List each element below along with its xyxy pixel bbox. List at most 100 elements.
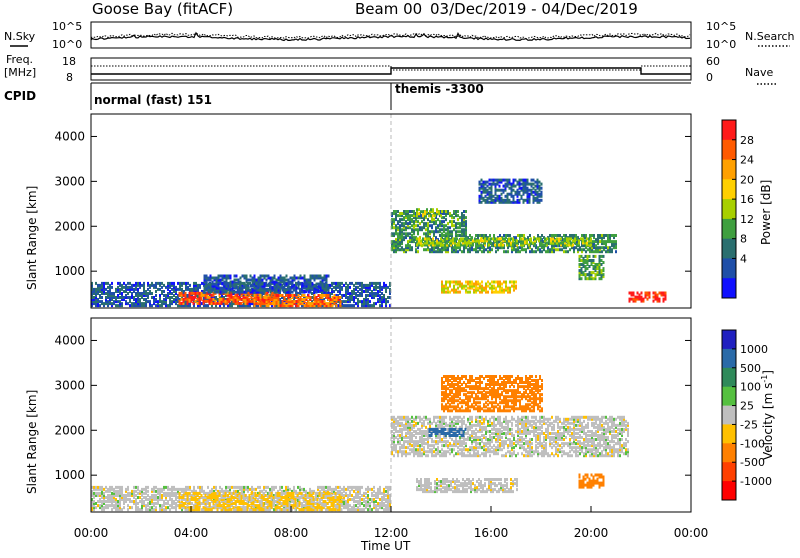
velocity-cell bbox=[169, 508, 171, 511]
power-cell bbox=[509, 187, 511, 190]
power-cell bbox=[111, 302, 113, 305]
power-cell bbox=[595, 255, 597, 258]
power-cell bbox=[222, 283, 224, 286]
power-cell bbox=[590, 237, 592, 240]
velocity-cell bbox=[145, 504, 147, 507]
power-cell bbox=[207, 300, 209, 303]
power-cell bbox=[282, 277, 284, 280]
velocity-cell bbox=[349, 508, 351, 511]
velocity-cell bbox=[111, 492, 113, 495]
velocity-cell bbox=[207, 486, 209, 489]
velocity-cell bbox=[117, 486, 119, 489]
velocity-cell bbox=[337, 486, 339, 489]
power-cell bbox=[151, 304, 153, 307]
velocity-cell bbox=[181, 504, 183, 507]
power-cell bbox=[505, 183, 507, 186]
power-cell bbox=[119, 296, 121, 299]
velocity-cell bbox=[99, 504, 101, 507]
power-cell bbox=[294, 275, 296, 278]
power-cell bbox=[341, 286, 343, 289]
power-cell bbox=[593, 250, 595, 253]
power-cell bbox=[533, 195, 535, 198]
power-cell bbox=[653, 292, 655, 295]
power-cell bbox=[250, 275, 252, 278]
power-cell bbox=[127, 286, 129, 289]
power-cell bbox=[197, 302, 199, 305]
power-cell bbox=[541, 191, 543, 194]
velocity-cell bbox=[141, 488, 143, 491]
power-cell bbox=[161, 300, 163, 303]
velocity-cell bbox=[265, 490, 267, 493]
power-cell bbox=[322, 294, 324, 297]
power-cell bbox=[423, 248, 425, 251]
power-cell bbox=[339, 282, 341, 285]
power-cell bbox=[107, 282, 109, 285]
velocity-cell bbox=[165, 492, 167, 495]
velocity-cell bbox=[279, 486, 281, 489]
power-cell bbox=[296, 277, 298, 280]
power-cell bbox=[574, 237, 576, 240]
power-cell bbox=[529, 183, 531, 186]
power-cell bbox=[193, 282, 195, 285]
velocity-cell bbox=[377, 488, 379, 491]
power-cell bbox=[151, 292, 153, 295]
velocity-cell bbox=[127, 508, 129, 511]
power-cell bbox=[101, 282, 103, 285]
velocity-cell bbox=[117, 490, 119, 493]
power-cell bbox=[399, 248, 401, 251]
power-cell bbox=[163, 290, 165, 293]
power-cell bbox=[149, 300, 151, 303]
power-cell bbox=[260, 294, 262, 297]
power-cell bbox=[326, 275, 328, 278]
power-cell bbox=[505, 281, 507, 284]
velocity-cell bbox=[105, 486, 107, 489]
power-cell bbox=[423, 222, 425, 225]
power-cell bbox=[264, 300, 266, 303]
velocity-cell bbox=[271, 486, 273, 489]
power-cell bbox=[428, 237, 430, 240]
power-cell bbox=[481, 285, 483, 288]
power-cell bbox=[266, 289, 268, 292]
power-cell bbox=[485, 234, 487, 237]
velocity-cell bbox=[153, 508, 155, 511]
power-cell bbox=[422, 244, 424, 247]
power-ytick-label: 4000 bbox=[54, 129, 85, 143]
power-cell bbox=[581, 277, 583, 280]
power-cell bbox=[199, 284, 201, 287]
power-cell bbox=[497, 189, 499, 192]
power-cell bbox=[290, 298, 292, 301]
cpid-panel: CPID normal (fast) 151 themis -3300 bbox=[4, 82, 691, 110]
power-cell bbox=[505, 234, 507, 237]
power-cell bbox=[393, 240, 395, 243]
power-cell bbox=[345, 286, 347, 289]
power-cell bbox=[163, 294, 165, 297]
velocity-cell bbox=[379, 498, 381, 501]
power-cell bbox=[236, 275, 238, 278]
power-cell bbox=[473, 283, 475, 286]
velocity-cell bbox=[115, 498, 117, 501]
power-cell bbox=[421, 220, 423, 223]
power-cell bbox=[240, 281, 242, 284]
power-cell bbox=[489, 246, 491, 249]
power-cell bbox=[445, 232, 447, 235]
power-cell bbox=[199, 292, 201, 295]
power-cell bbox=[426, 237, 428, 240]
power-cell bbox=[424, 237, 426, 240]
velocity-cell bbox=[183, 502, 185, 505]
power-cell bbox=[203, 294, 205, 297]
power-cell bbox=[564, 237, 566, 240]
velocity-cell bbox=[93, 500, 95, 503]
power-cell bbox=[266, 275, 268, 278]
power-cell bbox=[599, 255, 601, 258]
power-cell bbox=[413, 220, 415, 223]
power-cell bbox=[268, 289, 270, 292]
power-cell bbox=[97, 284, 99, 287]
velocity-cell bbox=[369, 498, 371, 501]
velocity-cell bbox=[363, 492, 365, 495]
power-cell bbox=[539, 193, 541, 196]
power-cell bbox=[320, 300, 322, 303]
power-cell bbox=[236, 279, 238, 282]
velocity-cell bbox=[155, 490, 157, 493]
power-cell bbox=[274, 275, 276, 278]
power-cell bbox=[597, 246, 599, 249]
